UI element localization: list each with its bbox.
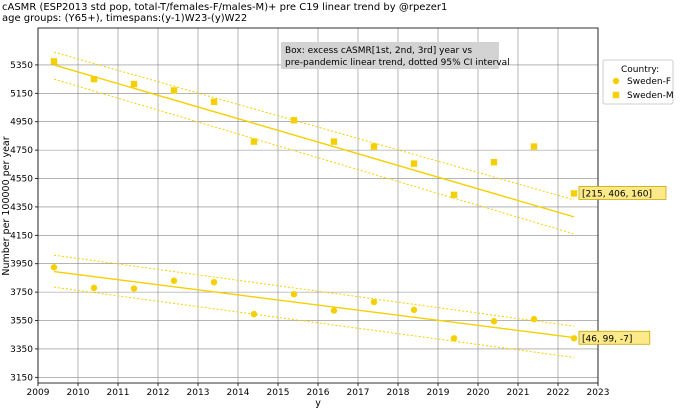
sweden-m-point <box>570 190 578 197</box>
y-axis-label: Number per 100000 per year <box>1 136 12 275</box>
sweden-m-excess-label: [215, 406, 160] <box>582 189 652 199</box>
sweden-m-point <box>90 75 98 83</box>
sweden-f-excess-label: [46, 99, -7] <box>582 334 632 344</box>
sweden-f-point <box>290 291 298 298</box>
legend-title: Country: <box>621 65 659 75</box>
sweden-f-ci-upper <box>53 254 575 327</box>
x-tick-label: 2011 <box>107 388 130 398</box>
x-tick-label: 2023 <box>587 388 610 398</box>
y-tick-label: 5150 <box>10 89 33 99</box>
sweden-m-excess-box <box>578 186 667 200</box>
y-tick-label: 5350 <box>10 61 33 71</box>
sweden-f-point <box>250 310 258 318</box>
x-tick-label: 2020 <box>467 388 490 398</box>
sweden-f-point <box>410 306 418 314</box>
x-tick-label: 2009 <box>27 388 50 398</box>
x-tick-label: 2016 <box>307 388 330 398</box>
y-tick-label: 4950 <box>10 118 33 128</box>
grid <box>37 28 599 383</box>
sweden-f-point <box>210 278 218 286</box>
x-tick-label: 2022 <box>547 388 570 398</box>
y-ticks: 3150 3350 3550 3750 3950 4150 4350 4550 4750 4950… <box>10 61 38 383</box>
sweden-f-point <box>570 335 578 342</box>
y-tick-label: 4150 <box>10 231 33 241</box>
sweden-f-excess-box <box>578 330 651 345</box>
x-axis-label: y <box>315 398 321 409</box>
y-tick-label: 3750 <box>10 288 33 298</box>
x-tick-label: 2010 <box>67 388 90 398</box>
sweden-m-point <box>210 98 218 106</box>
x-tick-label: 2012 <box>147 388 170 398</box>
sweden-f-legend-marker <box>612 77 620 85</box>
sweden-f-point <box>450 335 458 342</box>
y-tick-label: 3550 <box>10 317 33 327</box>
sweden-m-point <box>530 143 538 150</box>
x-tick-label: 2014 <box>227 388 250 398</box>
sweden-f-point <box>530 315 538 323</box>
sweden-m-trend-line <box>53 64 575 218</box>
sweden-m-point <box>290 117 298 124</box>
chart-subtitle: age groups: (Y65+), timespans:(y-1)W23-(… <box>2 13 248 24</box>
annotation-box: Box: excess cASMR[1st, 2nd, 3rd] year vs… <box>281 42 510 69</box>
annotation-line-2: pre-pandemic linear trend, dotted 95% CI… <box>285 58 510 68</box>
sweden-m-ci-upper <box>53 51 575 201</box>
y-tick-label: 4550 <box>10 175 33 185</box>
sweden-f-legend-label: Sweden-F <box>627 77 671 87</box>
sweden-m-ci-lower <box>53 78 575 235</box>
sweden-m-point <box>170 87 178 94</box>
sweden-m-point <box>370 143 378 150</box>
y-tick-label: 3950 <box>10 260 33 270</box>
sweden-f-point <box>170 277 178 284</box>
sweden-f-point <box>90 284 98 292</box>
x-tick-label: 2019 <box>427 388 450 398</box>
sweden-m-legend-marker <box>612 91 620 99</box>
ci-lines <box>53 51 575 358</box>
data-points <box>50 58 578 342</box>
y-tick-label: 4350 <box>10 203 33 213</box>
legend: Country: Sweden-F Sweden-M <box>602 59 674 105</box>
sweden-m-point <box>450 191 458 199</box>
sweden-m-point <box>50 58 58 65</box>
x-ticks: 2009 2010 2011 2012 2013 2014 2015 2016 2017 2018… <box>27 383 610 398</box>
y-tick-label: 4750 <box>10 146 33 156</box>
y-tick-label: 3150 <box>10 373 33 383</box>
sweden-f-point <box>370 298 378 306</box>
x-tick-label: 2018 <box>387 388 410 398</box>
y-tick-label: 3350 <box>10 345 33 355</box>
sweden-m-point <box>130 80 138 88</box>
trend-lines <box>53 64 575 339</box>
sweden-f-point <box>130 285 138 292</box>
chart-title: cASMR (ESP2013 std pop, total-T/females-… <box>2 2 448 13</box>
sweden-f-point <box>490 318 498 325</box>
x-tick-label: 2021 <box>507 388 530 398</box>
annotation-line-1: Box: excess cASMR[1st, 2nd, 3rd] year vs <box>285 46 472 56</box>
sweden-m-point <box>330 138 338 145</box>
sweden-m-legend-label: Sweden-M <box>627 91 674 101</box>
sweden-f-point <box>330 307 338 314</box>
x-tick-label: 2015 <box>267 388 290 398</box>
x-tick-label: 2013 <box>187 388 210 398</box>
sweden-m-point <box>410 160 418 167</box>
sweden-f-point <box>50 264 58 271</box>
sweden-f-trend-line <box>53 270 575 339</box>
legend-frame <box>602 59 674 105</box>
sweden-m-point <box>250 138 258 145</box>
sweden-m-point <box>490 158 498 166</box>
excess-labels: [46, 99, -7] [215, 406, 160] <box>578 186 667 345</box>
sweden-f-ci-lower <box>53 286 575 358</box>
x-tick-label: 2017 <box>347 388 370 398</box>
